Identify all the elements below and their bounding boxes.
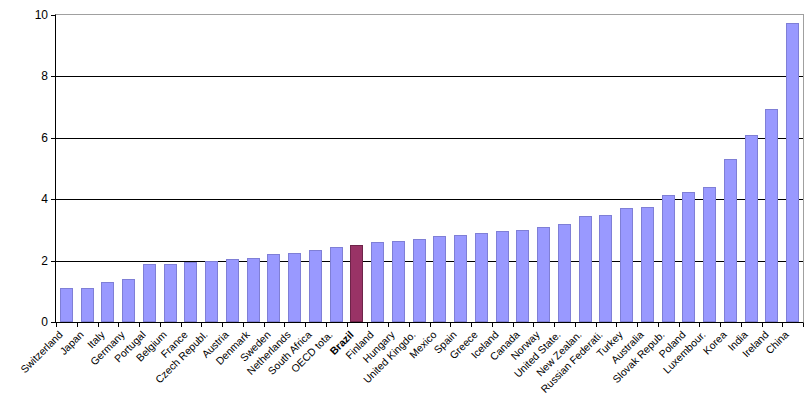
x-axis-tick [118,323,119,327]
bar-Sweden [267,254,280,322]
x-axis-tick [326,323,327,327]
x-axis-tick [367,323,368,327]
bar-Finland [371,242,384,322]
x-axis-tick [782,323,783,327]
x-axis-tick [533,323,534,327]
x-axis-tick [803,323,804,327]
x-axis-tick [575,323,576,327]
bar-India [745,135,758,322]
bar-highlight-Brazil [350,245,363,322]
x-axis-tick [201,323,202,327]
x-axis-tick [98,323,99,327]
bar-Iceland [496,231,509,322]
y-axis-tick [51,322,55,323]
x-axis-tick [762,323,763,327]
bar-France [184,262,197,322]
x-axis-tick [720,323,721,327]
x-axis-tick [554,323,555,327]
x-axis-tick [388,323,389,327]
x-axis-tick [616,323,617,327]
y-axis-tick [51,199,55,200]
x-axis-tick [450,323,451,327]
x-axis-tick [699,323,700,327]
bar-Australia [641,207,654,322]
x-axis-tick [243,323,244,327]
bar-Spain [454,235,467,322]
x-axis-tick [181,323,182,327]
y-axis-label: 2 [41,254,48,268]
x-axis-tick [284,323,285,327]
gridline-y-6 [56,138,803,139]
x-axis-tick [139,323,140,327]
bar-Belgium [164,264,177,322]
bar-Italy [101,282,114,322]
x-axis-tick [637,323,638,327]
x-axis-tick [347,323,348,327]
bar-New Zealan. [579,216,592,322]
bar-Austria [226,259,239,322]
bar-Ireland [765,109,778,322]
x-axis-tick [264,323,265,327]
bar-Denmark [247,258,260,322]
y-axis-label: 4 [41,192,48,206]
bar-Greece [475,233,488,322]
x-axis-tick [513,323,514,327]
x-axis-tick [77,323,78,327]
x-axis-tick [658,323,659,327]
bar-United State. [558,224,571,322]
bar-Luxembour. [703,187,716,322]
bar-Canada [516,230,529,322]
bar-Mexico [433,236,446,322]
bar-Turkey [620,208,633,322]
x-axis-tick [222,323,223,327]
y-axis-label: 10 [35,8,48,22]
bar-Norway [537,227,550,322]
bar-chart: 0246810SwitzerlandJapanItalyGermanyPortu… [0,0,807,400]
y-axis-tick [51,138,55,139]
x-axis-tick [741,323,742,327]
x-axis-tick [305,323,306,327]
bar-Portugal [143,264,156,322]
plot-area: 0246810SwitzerlandJapanItalyGermanyPortu… [55,14,804,323]
x-axis-tick [430,323,431,327]
x-axis-tick [56,323,57,327]
bar-Japan [81,288,94,322]
x-axis-tick [471,323,472,327]
x-axis-tick [160,323,161,327]
bar-Russian Federati. [599,215,612,322]
bar-Germany [122,279,135,322]
bar-Czech Republ. [205,261,218,322]
bar-United Kingdo. [413,239,426,322]
bar-China [786,23,799,322]
bar-Slovak Repub. [662,195,675,322]
bar-Switzerland [60,288,73,322]
x-axis-tick [409,323,410,327]
y-axis-tick [51,15,55,16]
x-axis-tick [596,323,597,327]
x-axis-tick [492,323,493,327]
bar-Korea [724,159,737,322]
y-axis-label: 8 [41,69,48,83]
bar-OECD tota. [330,247,343,322]
x-axis-tick [679,323,680,327]
y-axis-tick [51,76,55,77]
bar-South Africa [309,250,322,322]
gridline-y-8 [56,76,803,77]
y-axis-tick [51,261,55,262]
bar-Netherlands [288,253,301,322]
y-axis-label: 6 [41,131,48,145]
y-axis-label: 0 [41,315,48,329]
bar-Poland [682,192,695,322]
bar-Hungary [392,241,405,322]
